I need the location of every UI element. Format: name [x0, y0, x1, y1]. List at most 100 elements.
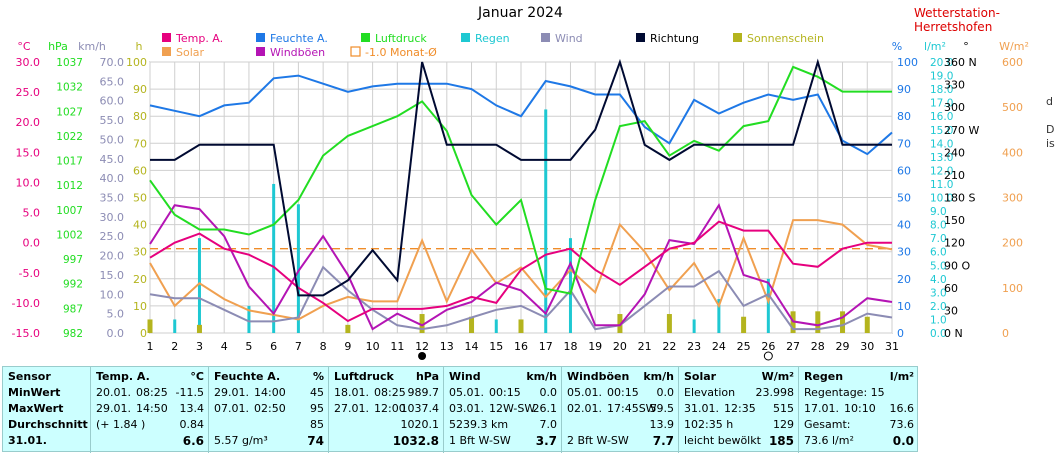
- stats-value: 3.7: [535, 434, 557, 448]
- stats-unit: hPa: [415, 370, 439, 383]
- stats-label: Gesamt:: [804, 418, 851, 431]
- axis-tick-kmh: 60.0: [100, 95, 125, 108]
- x-tick-label: 13: [440, 340, 454, 353]
- axis-tick-wm2: 200: [1002, 237, 1023, 250]
- axis-tick-h: 70: [133, 137, 147, 150]
- x-tick-label: 31: [885, 340, 899, 353]
- stats-time: 14:00: [254, 386, 286, 399]
- axis-tick-wm2: 600: [1002, 56, 1023, 69]
- stats-value: 26.1: [532, 402, 558, 415]
- stats-panel: Sensor MinWert MaxWert Durchschnitt 31.01. Te…: [2, 366, 918, 453]
- axis-tick-rain: 19.0: [930, 71, 953, 83]
- axis-tick-kmh: 0.0: [107, 327, 125, 340]
- stats-label: Regentage: 15: [804, 386, 885, 399]
- axis-tick-press: 1002: [56, 229, 83, 241]
- side-fragment: d D is: [1046, 95, 1055, 151]
- series-line-feuchte-a-: [149, 74, 893, 156]
- axis-tick-temp: 25.0: [16, 86, 41, 99]
- stats-row-label: 31.01.: [8, 434, 47, 447]
- rain-bar: [494, 319, 498, 333]
- stats-unit: °C: [190, 370, 204, 383]
- axis-tick-kmh: 50.0: [100, 133, 125, 146]
- axis-tick-rain: 14.0: [930, 138, 953, 150]
- axis-tick-rain: 5.0: [930, 260, 947, 272]
- axis-tick-deg: 30: [944, 304, 958, 317]
- legend-swatch: [256, 33, 265, 42]
- legend-label: Luftdruck: [375, 32, 427, 45]
- stats-label: 03.01.: [449, 402, 484, 415]
- stats-label: 20.01.: [96, 386, 131, 399]
- sunshine-bar: [345, 324, 351, 333]
- stats-value: 74: [307, 434, 324, 448]
- axis-tick-press: 1037: [56, 57, 83, 69]
- axis-tick-press: 1022: [56, 131, 83, 143]
- axis-tick-deg: 240: [944, 146, 965, 159]
- stats-value: 13.4: [179, 402, 205, 415]
- stats-label: 31.01.: [684, 402, 719, 415]
- x-tick-label: 5: [245, 340, 252, 353]
- stats-section: Feuchte A.% 29.01. 14:00 45 07.01. 02:50 95 85 5…: [208, 367, 329, 453]
- axis-tick-rain: 15.0: [930, 125, 953, 137]
- axis-tick-kmh: 10.0: [100, 288, 125, 301]
- axis-tick-deg: 360 N: [944, 56, 977, 69]
- x-tick-label: 15: [489, 340, 503, 353]
- axis-unit-deg: °: [963, 40, 969, 53]
- axis-tick-rain: 11.0: [930, 179, 953, 191]
- legend-swatch: [541, 33, 550, 42]
- sunshine-bar: [666, 314, 672, 333]
- axis-tick-rain: 16.0: [930, 111, 953, 123]
- rain-bar: [544, 109, 548, 333]
- axis-tick-temp: 10.0: [16, 176, 41, 189]
- stats-label: 29.01.: [214, 386, 249, 399]
- axis-tick-rain: 6.0: [930, 247, 947, 259]
- axis-tick-kmh: 30.0: [100, 211, 125, 224]
- stats-label: leicht bewölkt: [684, 434, 761, 447]
- axis-tick-kmh: 55.0: [100, 114, 125, 127]
- axis-tick-press: 992: [63, 279, 83, 291]
- sunshine-bar: [469, 316, 475, 333]
- x-tick-label: 11: [390, 340, 404, 353]
- station-name[interactable]: Wetterstation-Herretshofen: [914, 6, 1000, 34]
- axis-unit-h: h: [136, 40, 143, 53]
- legend-swatch: [461, 33, 470, 42]
- axis-tick-rain: 17.0: [930, 98, 953, 110]
- axis-tick-h: 20: [133, 273, 147, 286]
- axis-unit-pct: %: [892, 40, 902, 53]
- axis-tick-press: 987: [63, 303, 83, 315]
- axis-tick-rain: 8.0: [930, 220, 947, 232]
- stats-row-label: MinWert: [8, 386, 61, 399]
- axis-tick-deg: 270 W: [944, 124, 979, 137]
- full-moon-icon: [763, 351, 773, 361]
- axis-tick-press: 997: [63, 254, 83, 266]
- rain-bar: [173, 319, 177, 333]
- axis-tick-kmh: 40.0: [100, 172, 125, 185]
- stats-section: Temp. A. °C 20.01. 08:25 -11.5 29.01. 14:50 13.…: [90, 367, 209, 453]
- axis-tick-kmh: 25.0: [100, 230, 125, 243]
- axis-tick-kmh: 35.0: [100, 192, 125, 205]
- axis-tick-kmh: 20.0: [100, 250, 125, 263]
- stats-section: Sensor MinWert MaxWert Durchschnitt 31.01.: [3, 367, 90, 453]
- x-tick-label: 23: [687, 340, 701, 353]
- legend-swatch: [361, 33, 370, 42]
- series-line-wind: [149, 265, 893, 331]
- stats-header: Feuchte A.: [214, 370, 281, 383]
- axis-tick-pct: 90: [897, 83, 911, 96]
- x-tick-label: 6: [270, 340, 277, 353]
- axis-tick-deg: 0 N: [944, 327, 963, 340]
- series-line-richtung: [150, 58, 892, 297]
- axis-tick-kmh: 5.0: [107, 308, 125, 321]
- new-moon-icon: [418, 352, 427, 360]
- legend-swatch: [162, 33, 171, 42]
- weather-chart: 1 2 3 4 5 6 7 8 9 10 11 12 13 14 15 16 17 18 19 20 21 22 23 24 2…: [12, 32, 1029, 361]
- axis-tick-rain: 4.0: [930, 274, 947, 286]
- axis-tick-temp: 15.0: [16, 146, 41, 159]
- series-line-temp-a-: [149, 220, 892, 323]
- stats-time: 12:00: [374, 402, 406, 415]
- legend-swatch: [733, 33, 742, 42]
- stats-row-label: MaxWert: [8, 402, 64, 415]
- legend-swatch: [636, 33, 645, 42]
- rain-bar: [296, 204, 300, 333]
- x-tick-label: 22: [662, 340, 676, 353]
- axis-tick-deg: 90 O: [944, 259, 970, 272]
